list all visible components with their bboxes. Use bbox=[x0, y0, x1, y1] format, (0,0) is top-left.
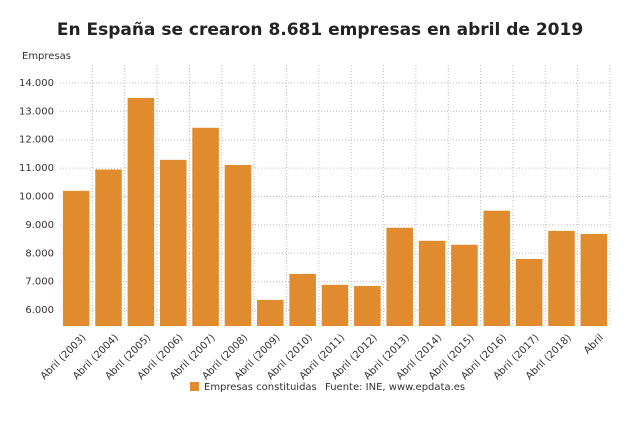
y-tick-label: 14.000 bbox=[19, 78, 54, 89]
bar bbox=[62, 190, 90, 326]
y-tick-label: 11.000 bbox=[19, 163, 54, 174]
bar bbox=[192, 127, 219, 327]
bar bbox=[257, 299, 284, 326]
bar bbox=[386, 227, 413, 326]
bar bbox=[451, 244, 478, 326]
y-tick-label: 8.000 bbox=[25, 248, 54, 259]
y-tick-label: 10.000 bbox=[19, 191, 54, 202]
bar bbox=[321, 284, 349, 326]
bar bbox=[418, 240, 446, 326]
y-tick-label: 7.000 bbox=[25, 277, 54, 288]
bar bbox=[580, 233, 608, 326]
chart-title: En España se crearon 8.681 empresas en a… bbox=[57, 20, 583, 40]
bar bbox=[515, 258, 543, 326]
source: Fuente: INE, www.epdata.es bbox=[325, 382, 465, 393]
bar bbox=[95, 169, 122, 326]
x-tick-label: Abril bbox=[582, 332, 606, 356]
bar bbox=[548, 230, 575, 326]
y-axis-label: Empresas bbox=[22, 51, 71, 62]
bar bbox=[354, 285, 381, 326]
legend-swatch bbox=[190, 382, 199, 391]
bar bbox=[224, 164, 252, 326]
bar bbox=[127, 97, 155, 326]
y-tick-label: 9.000 bbox=[25, 220, 54, 231]
bar bbox=[159, 159, 187, 326]
y-tick-label: 12.000 bbox=[19, 135, 54, 146]
legend-label: Empresas constituidas bbox=[204, 382, 317, 393]
bar bbox=[483, 210, 511, 326]
y-tick-label: 13.000 bbox=[19, 106, 54, 117]
bar bbox=[289, 273, 316, 326]
y-tick-label: 6.000 bbox=[25, 305, 54, 316]
